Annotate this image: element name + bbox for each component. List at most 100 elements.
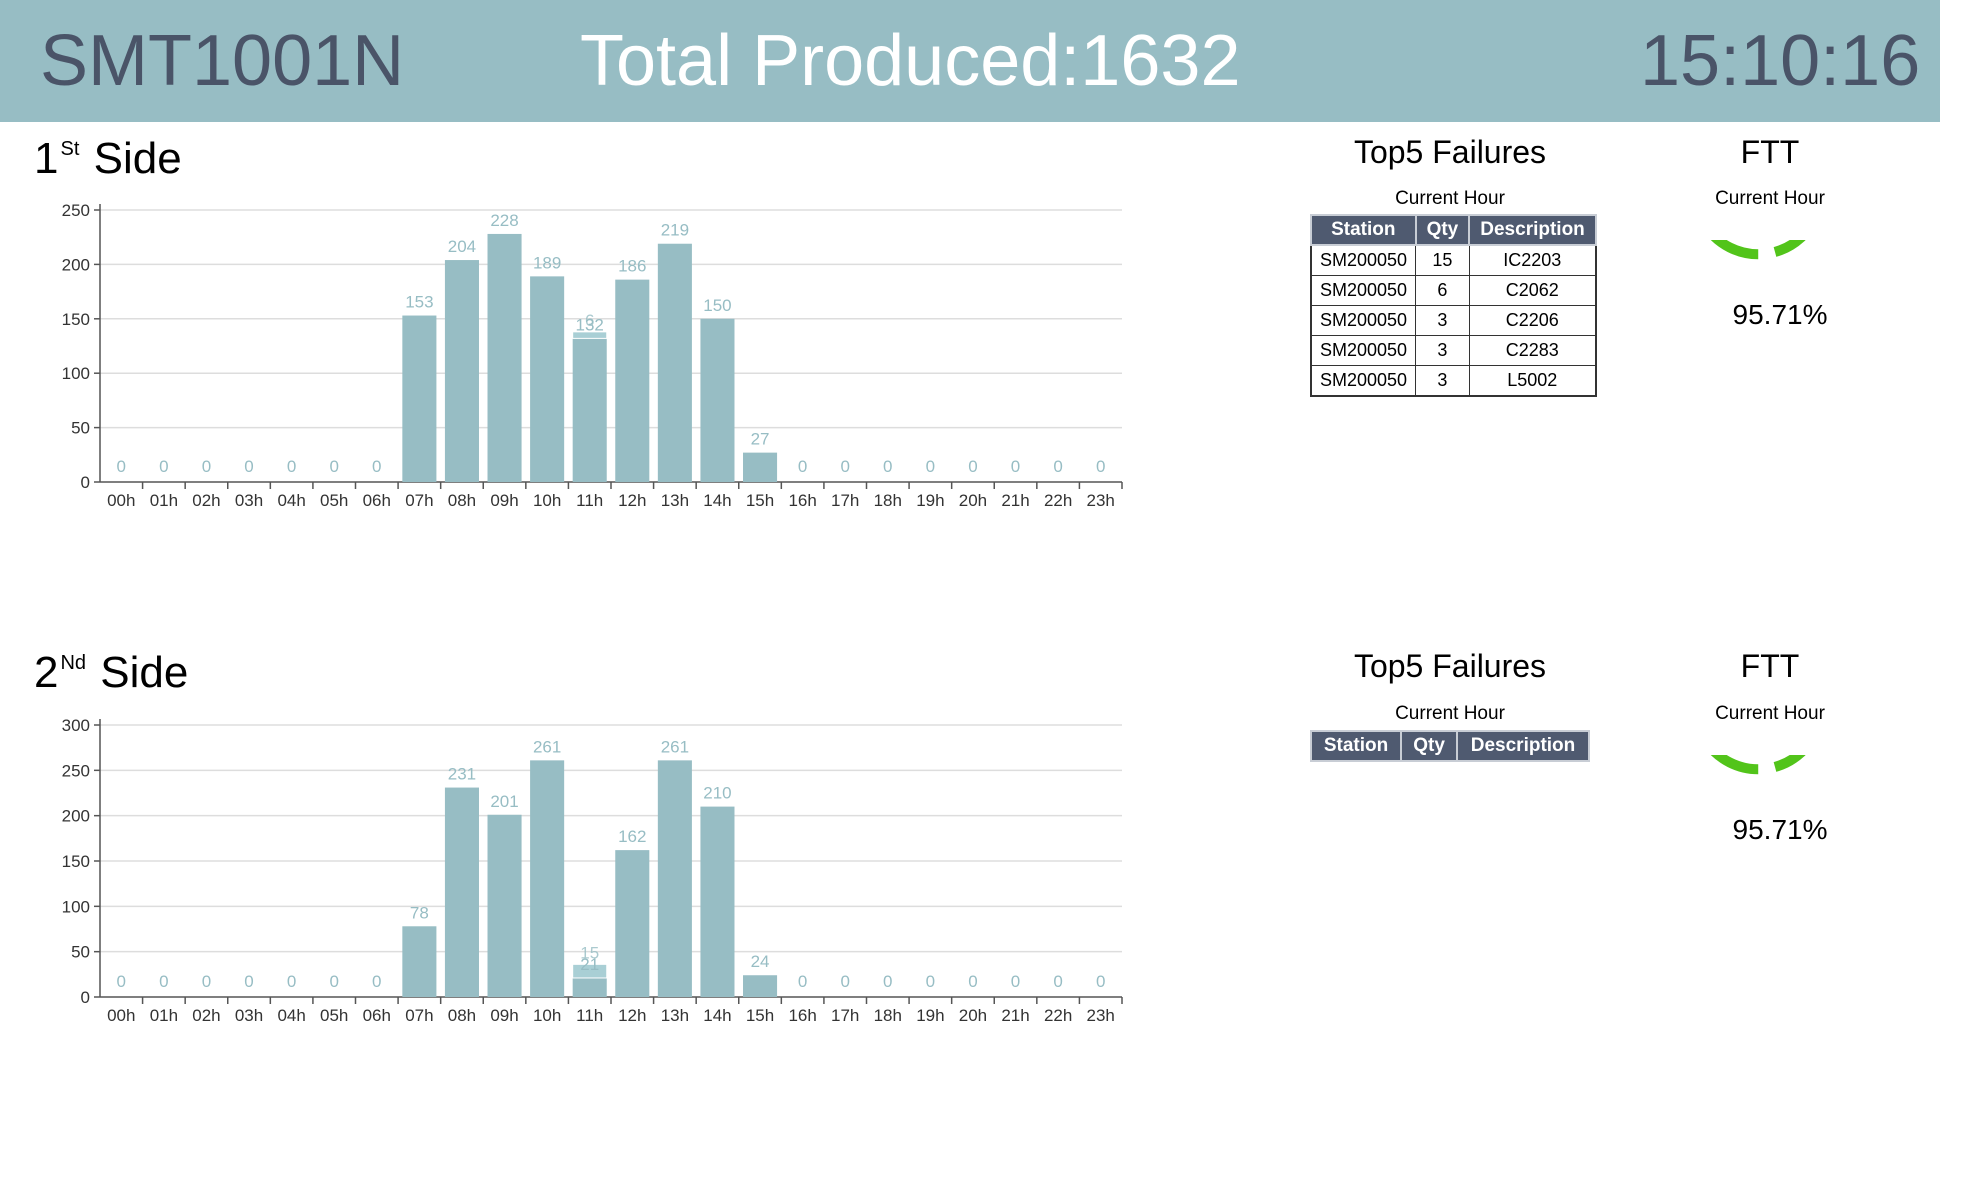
data-label: 0 — [244, 972, 253, 991]
x-tick-label: 13h — [661, 1006, 689, 1025]
ftt-value: 95.71% — [1733, 814, 1828, 845]
bar — [530, 276, 565, 482]
x-tick-label: 15h — [746, 491, 774, 510]
header-bar: SMT1001N Total Produced:1632 15:10:16 — [0, 0, 1940, 122]
data-label: 0 — [159, 457, 168, 476]
y-tick-label: 200 — [62, 807, 90, 826]
data-label: 0 — [244, 457, 253, 476]
col-description: Description — [1456, 730, 1590, 762]
data-label: 0 — [926, 972, 935, 991]
x-tick-label: 12h — [618, 1006, 646, 1025]
cell-qty: 3 — [1415, 365, 1470, 397]
bar — [657, 760, 692, 997]
side-2-bar-chart: 05010015020025030000h001h002h003h004h005… — [62, 716, 1123, 1025]
data-label: 0 — [117, 972, 126, 991]
bar — [444, 260, 479, 482]
col-station: Station — [1309, 730, 1403, 762]
bar — [402, 926, 437, 997]
x-tick-label: 02h — [192, 1006, 220, 1025]
cell-qty: 3 — [1415, 335, 1470, 366]
x-tick-label: 14h — [703, 1006, 731, 1025]
data-label: 228 — [490, 211, 518, 230]
cell-description: IC2203 — [1468, 244, 1597, 276]
side-2-ftt-title: FTT — [1740, 648, 1800, 684]
x-tick-label: 04h — [277, 491, 305, 510]
data-label: 0 — [1011, 457, 1020, 476]
x-tick-label: 00h — [107, 1006, 135, 1025]
y-tick-label: 100 — [62, 897, 90, 916]
data-label: 21 — [580, 955, 599, 974]
bar — [572, 977, 607, 997]
data-label: 210 — [703, 784, 731, 803]
x-tick-label: 22h — [1044, 1006, 1072, 1025]
total-produced: Total Produced:1632 — [580, 21, 1241, 101]
data-label: 204 — [448, 237, 476, 256]
data-label: 219 — [661, 221, 689, 240]
data-label: 0 — [329, 972, 338, 991]
bar — [487, 233, 522, 482]
data-label: 0 — [159, 972, 168, 991]
x-tick-label: 06h — [363, 491, 391, 510]
data-label: 132 — [576, 315, 604, 334]
table-row: SM200050 3 C2206 — [1310, 305, 1597, 336]
y-tick-label: 0 — [81, 988, 90, 1007]
x-tick-label: 18h — [874, 491, 902, 510]
data-label: 0 — [329, 457, 338, 476]
data-label: 0 — [372, 457, 381, 476]
x-tick-label: 08h — [448, 1006, 476, 1025]
side-2-failures-table: Station Qty Description — [1309, 730, 1590, 762]
side-1-failures-subtitle: Current Hour — [1395, 188, 1505, 209]
x-tick-label: 07h — [405, 491, 433, 510]
bar — [700, 318, 735, 482]
x-tick-label: 10h — [533, 1006, 561, 1025]
side-1-failures-table: Station Qty Description SM200050 15 IC2203… — [1310, 214, 1597, 397]
cell-station: SM200050 — [1310, 365, 1417, 397]
side-2-title-number: 2 — [34, 648, 59, 697]
y-tick-label: 200 — [62, 255, 90, 274]
x-tick-label: 05h — [320, 491, 348, 510]
side-2-title-word: Side — [100, 648, 189, 697]
y-tick-label: 50 — [71, 419, 90, 438]
table-row: SM200050 3 C2283 — [1310, 335, 1597, 366]
table-row: SM200050 15 IC2203 — [1310, 244, 1597, 276]
x-tick-label: 08h — [448, 491, 476, 510]
data-label: 24 — [751, 952, 770, 971]
data-label: 0 — [1053, 972, 1062, 991]
cell-qty: 15 — [1415, 244, 1470, 276]
y-tick-label: 0 — [81, 473, 90, 492]
bar — [700, 806, 735, 997]
data-label: 162 — [618, 827, 646, 846]
table-row: SM200050 6 C2062 — [1310, 275, 1597, 306]
x-tick-label: 03h — [235, 1006, 263, 1025]
data-label: 0 — [287, 457, 296, 476]
side-2-ftt-subtitle: Current Hour — [1715, 703, 1825, 724]
clock: 15:10:16 — [1640, 21, 1921, 101]
data-label: 0 — [883, 972, 892, 991]
data-label: 0 — [840, 972, 849, 991]
cell-station: SM200050 — [1310, 275, 1417, 306]
data-label: 0 — [1011, 972, 1020, 991]
data-label: 0 — [968, 457, 977, 476]
x-tick-label: 10h — [533, 491, 561, 510]
x-tick-label: 23h — [1087, 1006, 1115, 1025]
y-tick-label: 300 — [62, 716, 90, 735]
bar — [402, 315, 437, 482]
data-label: 0 — [202, 457, 211, 476]
x-tick-label: 22h — [1044, 491, 1072, 510]
x-tick-label: 09h — [490, 1006, 518, 1025]
side-1-bar-chart: 0 50 100 150 200 250 00h 0 01h 0 02h 0 03h 0 04h 0 05h 0 0… — [62, 201, 1123, 510]
x-tick-label: 02h — [192, 491, 220, 510]
cell-station: SM200050 — [1310, 305, 1417, 336]
x-tick-label: 23h — [1087, 491, 1115, 510]
col-qty: Qty — [1414, 214, 1471, 246]
y-tick-label: 150 — [62, 310, 90, 329]
x-tick-label: 05h — [320, 1006, 348, 1025]
data-label: 0 — [1096, 972, 1105, 991]
cell-description: C2062 — [1468, 275, 1597, 306]
x-tick-label: 11h — [576, 491, 603, 510]
bar — [743, 452, 778, 482]
x-tick-label: 07h — [405, 1006, 433, 1025]
data-label: 201 — [490, 792, 518, 811]
bar — [572, 338, 607, 482]
side-1-ftt-subtitle: Current Hour — [1715, 188, 1825, 209]
